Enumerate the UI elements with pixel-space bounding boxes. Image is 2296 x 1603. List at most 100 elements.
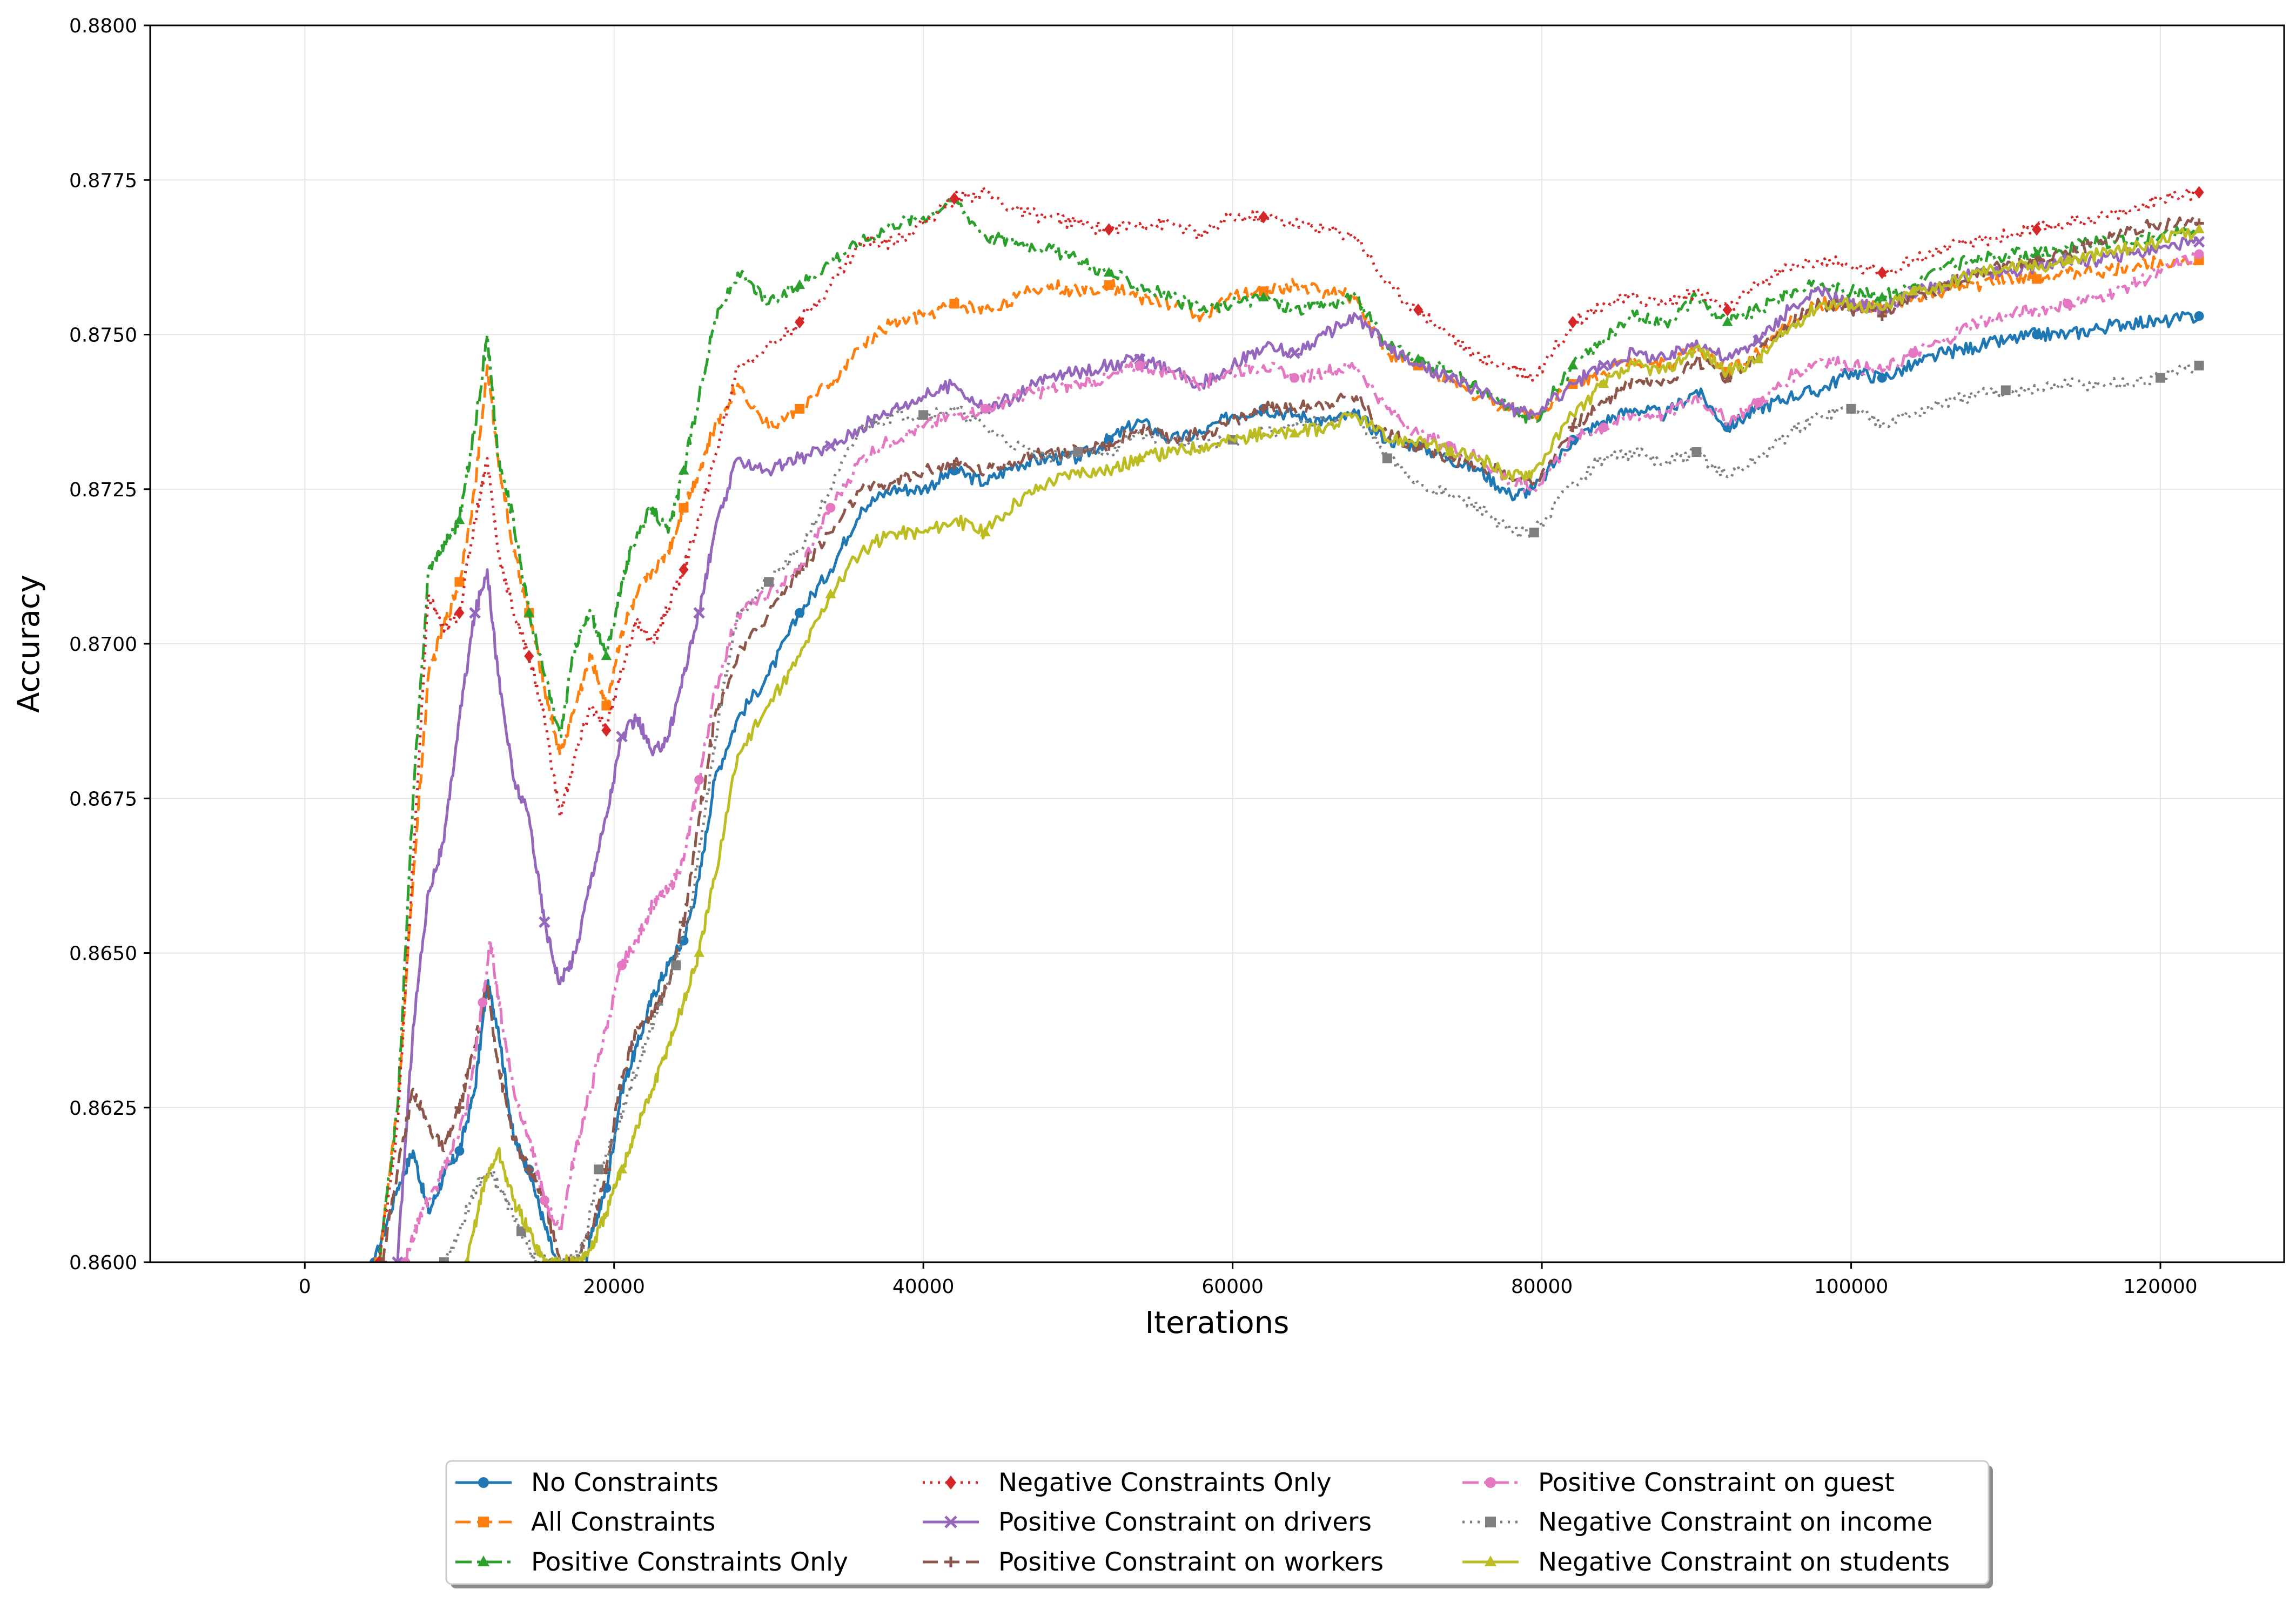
data-point xyxy=(1908,348,1918,358)
legend-label: Positive Constraint on drivers xyxy=(998,1507,1372,1537)
legend-item: No Constraints xyxy=(455,1468,719,1498)
data-point xyxy=(454,1102,465,1113)
x-tick-label: 60000 xyxy=(1201,1276,1264,1298)
data-point xyxy=(795,315,805,329)
data-point xyxy=(1722,316,1733,326)
data-point xyxy=(949,192,959,205)
data-point xyxy=(1104,441,1114,451)
data-point xyxy=(1134,452,1145,462)
data-point xyxy=(694,774,704,785)
legend-label: Negative Constraint on students xyxy=(1538,1547,1950,1577)
data-point xyxy=(1598,378,1609,388)
legend-marker xyxy=(945,1476,956,1490)
data-point xyxy=(1444,446,1455,456)
data-point xyxy=(1753,353,1764,363)
data-point xyxy=(601,701,612,711)
data-point xyxy=(1876,292,1888,301)
data-point xyxy=(980,403,990,414)
legend-item: Negative Constraint on students xyxy=(1462,1547,1950,1577)
data-point xyxy=(1382,453,1392,463)
series-negative-constraint-on-students xyxy=(464,224,2205,1262)
data-point xyxy=(824,440,837,452)
data-point xyxy=(2193,224,2205,234)
x-tick-label: 120000 xyxy=(2123,1276,2197,1298)
data-point xyxy=(2156,373,2166,383)
legend-label: Positive Constraints Only xyxy=(531,1547,848,1577)
data-point xyxy=(679,563,689,576)
data-point xyxy=(392,1256,404,1262)
series-negative-constraints-only xyxy=(374,185,2204,1262)
data-point xyxy=(1443,372,1455,384)
data-point xyxy=(2000,385,2011,395)
data-point xyxy=(454,607,465,619)
data-point xyxy=(616,730,628,743)
data-point xyxy=(539,1195,549,1205)
data-point xyxy=(516,1226,526,1236)
data-point xyxy=(795,403,805,414)
series-layer xyxy=(370,185,2205,1262)
data-point xyxy=(694,947,705,957)
x-tick-label: 80000 xyxy=(1511,1276,1573,1298)
data-point xyxy=(617,960,627,971)
data-point xyxy=(1908,285,1918,295)
data-point xyxy=(377,1257,387,1262)
legend-item: Negative Constraints Only xyxy=(923,1468,1332,1498)
data-point xyxy=(1597,359,1610,372)
data-point xyxy=(601,724,612,737)
data-point xyxy=(1529,527,1539,537)
data-point xyxy=(2032,223,2042,236)
x-tick-label: 40000 xyxy=(892,1276,955,1298)
data-point xyxy=(2063,299,2073,309)
data-point xyxy=(439,1257,449,1262)
data-point xyxy=(918,410,929,420)
legend-marker xyxy=(944,1516,957,1528)
data-point xyxy=(2032,329,2042,340)
y-tick-label: 0.8700 xyxy=(69,634,137,656)
data-point xyxy=(1568,315,1578,329)
data-point xyxy=(1753,398,1763,408)
legend-marker xyxy=(478,1555,489,1566)
x-tick-label: 0 xyxy=(299,1276,311,1298)
legend-marker xyxy=(1485,1477,1496,1488)
data-point xyxy=(400,1257,411,1262)
y-tick-label: 0.8675 xyxy=(69,788,137,810)
data-point xyxy=(1568,422,1578,433)
data-point xyxy=(2194,186,2204,199)
y-tick-label: 0.8800 xyxy=(69,15,137,37)
data-point xyxy=(478,998,488,1008)
legend-item: Positive Constraints Only xyxy=(455,1547,848,1577)
data-point xyxy=(979,527,991,537)
legend-box xyxy=(445,1460,1990,1585)
series-line-positive-constraint-on-drivers xyxy=(396,236,2200,1262)
legend: No Constraints All Constraints Positive Co… xyxy=(445,1460,1993,1588)
data-point xyxy=(2031,248,2042,258)
legend-item: Positive Constraint on guest xyxy=(1462,1468,1895,1498)
data-point xyxy=(2194,249,2204,259)
data-point xyxy=(1691,447,1702,457)
data-point xyxy=(1413,353,1424,363)
legend-item: All Constraints xyxy=(455,1507,715,1537)
data-point xyxy=(795,608,805,618)
data-point xyxy=(454,1146,465,1156)
data-point xyxy=(1289,427,1300,437)
data-point xyxy=(1258,211,1268,224)
data-point xyxy=(825,588,836,598)
data-point xyxy=(2194,311,2204,321)
series-positive-constraint-on-drivers xyxy=(392,235,2205,1262)
data-point xyxy=(679,917,689,927)
data-point xyxy=(1413,304,1424,316)
series-line-positive-constraints-only xyxy=(378,193,2200,1262)
y-tick-label: 0.8650 xyxy=(69,943,137,965)
data-point xyxy=(1877,266,1887,279)
data-point xyxy=(1258,292,1269,301)
legend-label: No Constraints xyxy=(531,1468,719,1498)
data-point xyxy=(679,503,689,513)
series-line-negative-constraint-on-students xyxy=(466,227,2200,1262)
data-point xyxy=(1722,304,1733,316)
legend-item: Positive Constraint on workers xyxy=(923,1547,1384,1577)
x-tick-label: 100000 xyxy=(1814,1276,1888,1298)
data-point xyxy=(1258,403,1268,414)
data-point xyxy=(671,960,681,971)
legend-label: All Constraints xyxy=(531,1507,715,1537)
